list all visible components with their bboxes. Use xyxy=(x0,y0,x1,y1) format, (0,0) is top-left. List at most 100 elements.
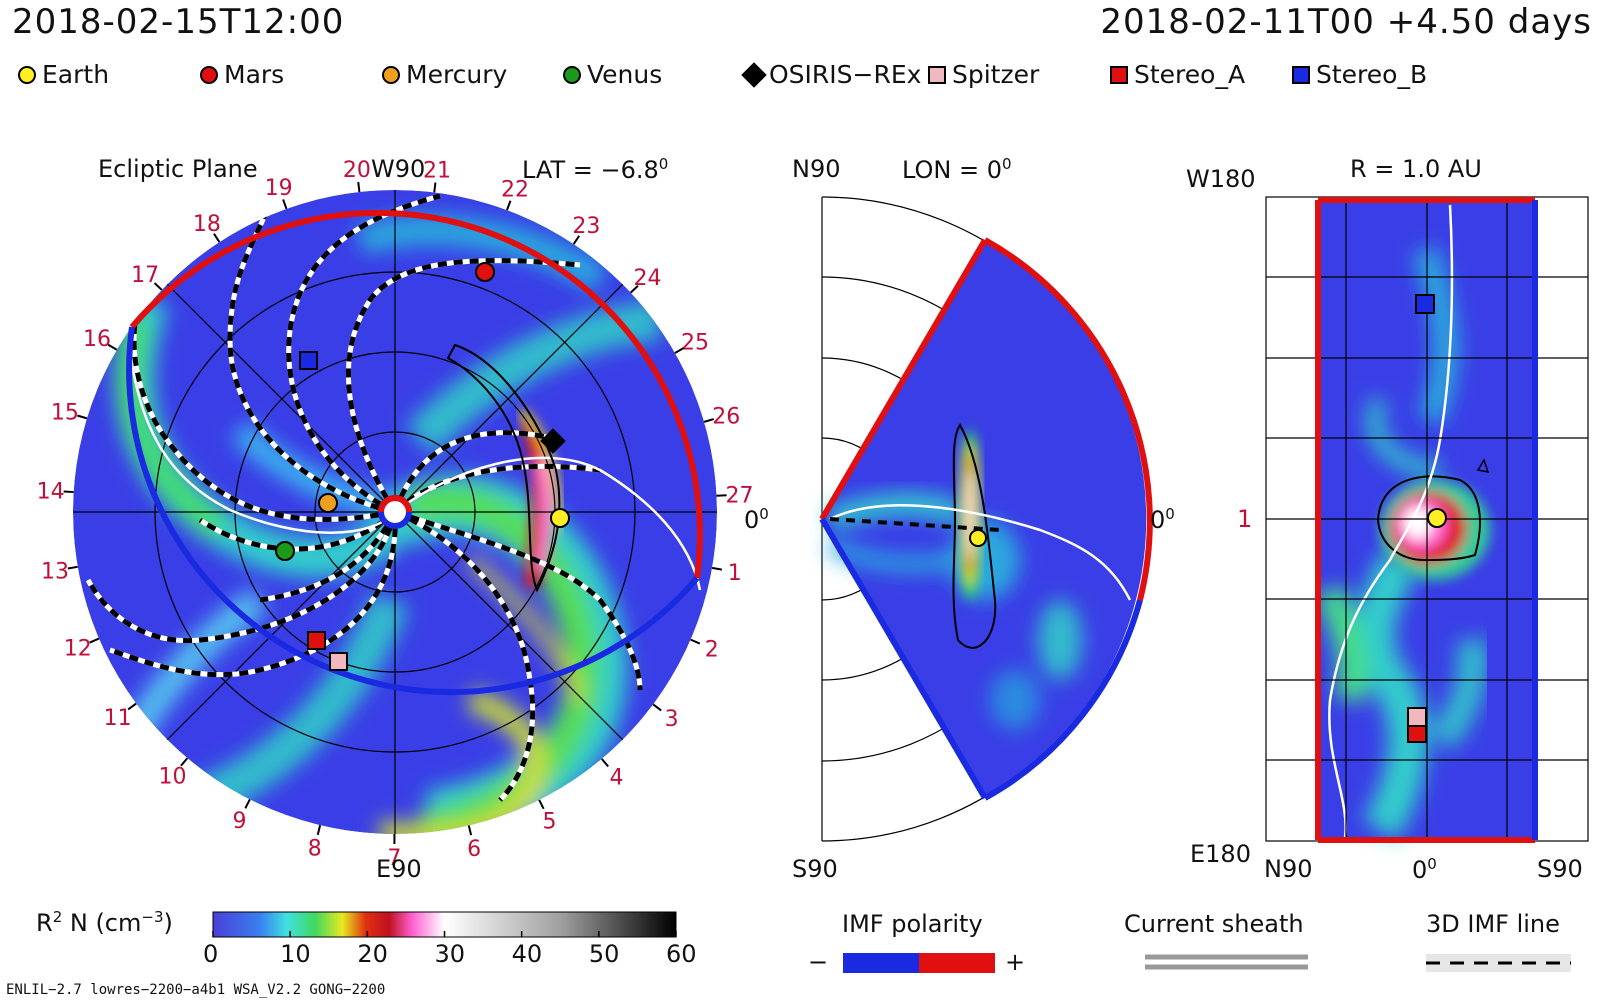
colorbar-tick-label: 20 xyxy=(357,940,388,968)
legend-venus-label: Venus xyxy=(587,60,663,89)
ecliptic-lat-text: LAT = −6.8 xyxy=(522,156,659,184)
ring-tick-5 xyxy=(538,799,545,810)
legend-stereo-a-label: Stereo_A xyxy=(1134,60,1246,89)
ring-label-4: 4 xyxy=(610,765,624,790)
colorbar-tick-label: 60 xyxy=(666,940,697,968)
imf-plus-label: + xyxy=(1005,948,1026,976)
ecliptic-right-label: 00 xyxy=(744,505,769,534)
radial-x-mid: 00 xyxy=(1412,855,1437,884)
radial-x-right: S90 xyxy=(1537,855,1583,883)
ring-label-18: 18 xyxy=(193,212,221,237)
ring-label-12: 12 xyxy=(64,637,92,662)
ring-label-1: 1 xyxy=(728,561,742,586)
mercury-marker-icon xyxy=(382,65,400,84)
ring-tick-11 xyxy=(127,702,137,711)
ecliptic-top-label: W90 xyxy=(371,155,426,183)
ring-tick-27 xyxy=(716,494,727,497)
ecliptic-title: Ecliptic Plane xyxy=(98,155,258,183)
imf-minus-label: − xyxy=(808,948,829,976)
ring-tick-25 xyxy=(674,347,685,354)
radial-x-mid-deg: 0 xyxy=(1427,855,1437,873)
radial-bottom-left: E180 xyxy=(1190,840,1251,868)
legend-venus: Venus xyxy=(563,60,662,89)
ring-tick-4 xyxy=(600,758,609,768)
ring-tick-22 xyxy=(506,200,512,211)
ring-tick-1 xyxy=(711,566,723,571)
ring-label-11: 11 xyxy=(104,706,132,731)
radial-x-left: N90 xyxy=(1264,855,1313,883)
imf-positive-bar xyxy=(919,953,995,973)
stereo-a-marker-icon xyxy=(1110,65,1128,84)
venus-marker-icon xyxy=(563,65,581,84)
ecliptic-lat-deg: 0 xyxy=(658,155,669,173)
ring-label-6: 6 xyxy=(467,837,481,862)
ring-tick-20 xyxy=(357,181,361,193)
legend-osiris-rex: OSIRIS−REx xyxy=(741,60,922,89)
imf-line-title: 3D IMF line xyxy=(1426,910,1560,938)
legend-spitzer-label: Spitzer xyxy=(952,60,1040,89)
legend-mercury: Mercury xyxy=(382,60,507,89)
spitzer-marker-icon xyxy=(928,65,946,84)
ring-tick-15 xyxy=(77,414,88,420)
ring-label-5: 5 xyxy=(542,809,556,834)
ring-label-21: 21 xyxy=(423,159,451,184)
ring-label-14: 14 xyxy=(37,480,65,505)
colorbar-tick-label: 30 xyxy=(434,940,466,968)
ring-label-15: 15 xyxy=(51,401,79,426)
imf-polarity-title: IMF polarity xyxy=(842,910,983,938)
ring-label-16: 16 xyxy=(83,327,111,352)
mercury-marker xyxy=(318,493,338,513)
earth-marker-meridional xyxy=(969,529,987,547)
ring-tick-6 xyxy=(467,825,473,836)
legend-earth-label: Earth xyxy=(42,60,110,89)
ring-tick-24 xyxy=(630,285,639,294)
ring-tick-23 xyxy=(572,235,581,245)
legend-osiris-rex-label: OSIRIS−REx xyxy=(769,60,922,89)
meridional-bottom-label: S90 xyxy=(792,855,838,883)
legend-earth: Earth xyxy=(18,60,109,89)
ring-label-19: 19 xyxy=(265,176,293,201)
imf-negative-bar xyxy=(843,953,919,973)
colorbar-label-rest: N (cm xyxy=(62,909,142,937)
meridional-lon-text: LON = 0 xyxy=(902,156,1002,184)
mars-marker-icon xyxy=(200,65,218,84)
ring-label-20: 20 xyxy=(343,158,371,183)
ring-tick-8 xyxy=(316,824,322,836)
ring-label-25: 25 xyxy=(681,331,709,356)
ring-label-9: 9 xyxy=(232,809,246,834)
ring-tick-17 xyxy=(153,282,163,291)
stereo-b-marker-icon xyxy=(1292,65,1310,84)
colorbar-tick-label: 40 xyxy=(511,940,543,968)
meridional-top-label: N90 xyxy=(792,155,841,183)
current-sheath-title: Current sheath xyxy=(1124,910,1304,938)
ring-tick-19 xyxy=(282,199,288,210)
ring-label-23: 23 xyxy=(572,214,600,239)
ring-tick-9 xyxy=(244,798,251,809)
earth-marker xyxy=(550,508,570,528)
ring-tick-12 xyxy=(89,637,100,644)
ring-tick-16 xyxy=(107,343,118,351)
radial-panel xyxy=(1265,196,1589,843)
osiris-rex-marker xyxy=(540,428,566,454)
radial-x-mid-text: 0 xyxy=(1412,856,1428,884)
ring-label-13: 13 xyxy=(41,560,69,585)
legend-stereo-b: Stereo_B xyxy=(1292,60,1427,89)
colorbar-tick-label: 0 xyxy=(203,940,219,968)
meridional-lon: LON = 00 xyxy=(902,155,1012,184)
ring-label-10: 10 xyxy=(159,765,187,790)
colorbar-label-exp: −3 xyxy=(141,908,164,926)
legend-mercury-label: Mercury xyxy=(406,60,508,89)
ecliptic-lat: LAT = −6.80 xyxy=(522,155,668,184)
ecliptic-bottom-label: E90 xyxy=(376,855,422,883)
density-colorbar xyxy=(212,911,677,938)
ecliptic-right-text: 0 xyxy=(744,506,760,534)
ring-tick-10 xyxy=(180,757,189,767)
legend-mars-label: Mars xyxy=(224,60,285,89)
right-timestamp: 2018-02-11T00 +4.50 days xyxy=(1100,2,1592,42)
ring-label-2: 2 xyxy=(705,638,719,663)
colorbar-tick-label: 10 xyxy=(280,940,311,968)
meridional-right-deg: 0 xyxy=(1165,505,1175,523)
ring-tick-26 xyxy=(703,418,715,423)
radial-title: R = 1.0 AU xyxy=(1350,155,1482,183)
